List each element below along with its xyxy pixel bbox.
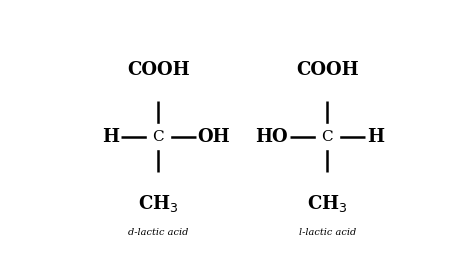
Text: H: H: [367, 128, 384, 146]
Text: CH$_3$: CH$_3$: [307, 193, 347, 214]
Text: CH$_3$: CH$_3$: [138, 193, 179, 214]
Text: OH: OH: [198, 128, 230, 146]
Text: d-lactic acid: d-lactic acid: [128, 228, 189, 237]
Text: l-lactic acid: l-lactic acid: [299, 228, 356, 237]
Text: C: C: [321, 130, 333, 144]
Text: COOH: COOH: [127, 61, 190, 79]
Text: COOH: COOH: [296, 61, 359, 79]
Text: H: H: [102, 128, 119, 146]
Text: C: C: [153, 130, 164, 144]
Text: HO: HO: [255, 128, 288, 146]
